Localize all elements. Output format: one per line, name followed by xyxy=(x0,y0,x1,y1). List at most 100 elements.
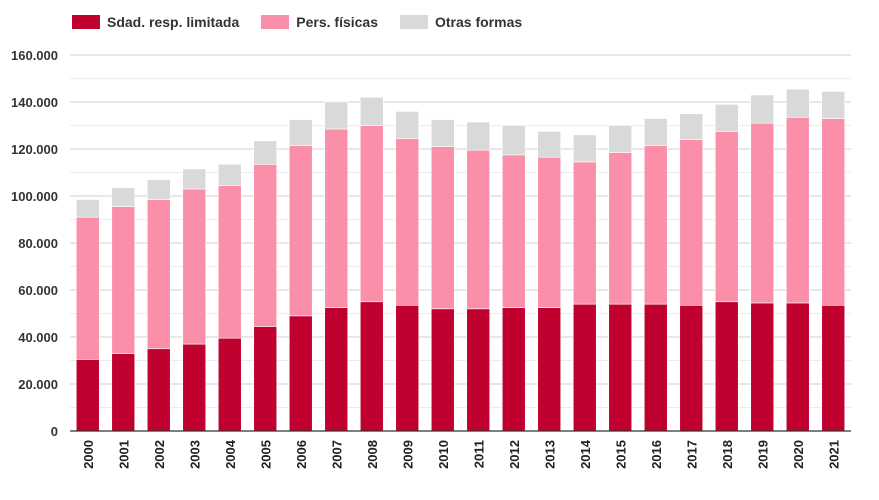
legend-label-personas-fisicas: Pers. físicas xyxy=(296,14,378,30)
bar-segment-otras-formas xyxy=(643,118,668,146)
bar-segment-otras-formas xyxy=(572,134,597,163)
bar-segment-srl xyxy=(288,315,313,432)
y-tick-label: 0 xyxy=(51,424,58,439)
x-tick-label: 2015 xyxy=(613,440,628,469)
bar-segment-srl xyxy=(430,308,455,432)
x-tick-label: 2009 xyxy=(400,440,415,469)
x-tick-label: 2006 xyxy=(294,440,309,469)
x-tick-label: 2001 xyxy=(116,440,131,469)
x-tick-label: 2007 xyxy=(329,440,344,469)
bar-segment-srl xyxy=(608,303,633,432)
y-tick-label: 140.000 xyxy=(11,95,58,110)
x-tick-label: 2016 xyxy=(649,440,664,469)
bar-segment-personas-fisicas xyxy=(785,116,810,304)
bar-segment-personas-fisicas xyxy=(324,128,349,308)
y-tick-label: 100.000 xyxy=(11,189,58,204)
bar-segment-srl xyxy=(253,326,278,432)
legend-swatch-otras-formas xyxy=(400,15,428,29)
bar-segment-personas-fisicas xyxy=(111,206,136,354)
bar-segment-personas-fisicas xyxy=(572,161,597,305)
bar-segment-otras-formas xyxy=(821,91,846,119)
x-tick-label: 2013 xyxy=(542,440,557,469)
bar-segment-srl xyxy=(182,343,207,432)
bar-segment-otras-formas xyxy=(217,163,242,186)
y-tick-label: 160.000 xyxy=(11,48,58,63)
x-tick-label: 2017 xyxy=(684,440,699,469)
bar-segment-personas-fisicas xyxy=(430,146,455,310)
x-tick-label: 2003 xyxy=(187,440,202,469)
bar-segment-personas-fisicas xyxy=(608,152,633,305)
legend-swatch-srl xyxy=(72,15,100,29)
legend-item-otras-formas[interactable]: Otras formas xyxy=(400,14,522,30)
bar-segment-srl xyxy=(537,307,562,432)
y-tick-label: 40.000 xyxy=(18,330,58,345)
x-tick-label: 2005 xyxy=(258,440,273,469)
x-tick-label: 2021 xyxy=(826,440,841,469)
x-tick-label: 2019 xyxy=(755,440,770,469)
bar-segment-otras-formas xyxy=(501,125,526,156)
y-tick-label: 80.000 xyxy=(18,236,58,251)
bar-segment-srl xyxy=(359,301,384,432)
bar-segment-personas-fisicas xyxy=(821,118,846,306)
x-tick-label: 2014 xyxy=(578,439,593,469)
y-tick-label: 60.000 xyxy=(18,283,58,298)
bar-segment-otras-formas xyxy=(785,88,810,118)
x-tick-label: 2020 xyxy=(791,440,806,469)
bar-segment-srl xyxy=(111,353,136,432)
bar-segment-srl xyxy=(750,302,775,432)
legend-swatch-personas-fisicas xyxy=(261,15,290,29)
bar-segment-srl xyxy=(821,304,846,432)
x-tick-label: 2008 xyxy=(365,440,380,469)
bar-segment-otras-formas xyxy=(537,131,562,158)
bar-segment-personas-fisicas xyxy=(182,188,207,345)
bar-segment-srl xyxy=(572,303,597,432)
bar-segment-otras-formas xyxy=(679,113,704,140)
bar-segment-personas-fisicas xyxy=(537,156,562,308)
bar-segment-otras-formas xyxy=(182,168,207,190)
bar-segment-personas-fisicas xyxy=(501,154,526,308)
y-tick-label: 20.000 xyxy=(18,377,58,392)
bar-segment-personas-fisicas xyxy=(288,145,313,317)
legend-label-srl: Sdad. resp. limitada xyxy=(107,14,240,30)
bar-segment-otras-formas xyxy=(750,94,775,124)
legend-item-personas-fisicas[interactable]: Pers. físicas xyxy=(261,14,378,30)
bar-segment-otras-formas xyxy=(608,125,633,153)
legend-label-otras-formas: Otras formas xyxy=(435,14,523,30)
bar-segment-srl xyxy=(714,301,739,432)
bar-segment-personas-fisicas xyxy=(217,185,242,339)
legend: Sdad. resp. limitada Pers. físicas Otras… xyxy=(72,14,522,30)
bar-segment-otras-formas xyxy=(253,140,278,165)
bar-segment-otras-formas xyxy=(324,101,349,130)
bar-segment-srl xyxy=(395,304,420,432)
x-tick-label: 2018 xyxy=(720,440,735,469)
bar-segment-personas-fisicas xyxy=(146,199,171,350)
bar-segment-otras-formas xyxy=(146,179,171,200)
bar-segment-srl xyxy=(466,308,491,432)
bar-segment-srl xyxy=(643,303,668,432)
bar-segment-personas-fisicas xyxy=(679,139,704,306)
bar-segment-personas-fisicas xyxy=(253,163,278,327)
bar-segment-otras-formas xyxy=(430,119,455,147)
legend-item-srl[interactable]: Sdad. resp. limitada xyxy=(72,14,239,30)
bar-segment-otras-formas xyxy=(111,187,136,207)
bar-segment-personas-fisicas xyxy=(714,131,739,303)
bar-segment-srl xyxy=(217,337,242,432)
bar-segment-srl xyxy=(501,307,526,432)
bar-segment-otras-formas xyxy=(466,121,491,151)
x-tick-label: 2004 xyxy=(223,439,238,469)
bar-segment-otras-formas xyxy=(359,97,384,126)
bar-segment-personas-fisicas xyxy=(359,125,384,303)
bar-segment-personas-fisicas xyxy=(643,145,668,305)
x-tick-label: 2010 xyxy=(436,440,451,469)
bar-segment-srl xyxy=(146,348,171,432)
bar-segment-srl xyxy=(679,304,704,432)
bar-segment-srl xyxy=(785,302,810,432)
bar-segment-personas-fisicas xyxy=(466,149,491,310)
bar-segment-otras-formas xyxy=(714,104,739,132)
bar-segment-srl xyxy=(324,307,349,432)
bar-segment-otras-formas xyxy=(395,111,420,139)
bar-segment-personas-fisicas xyxy=(75,216,100,360)
y-tick-label: 120.000 xyxy=(11,142,58,157)
